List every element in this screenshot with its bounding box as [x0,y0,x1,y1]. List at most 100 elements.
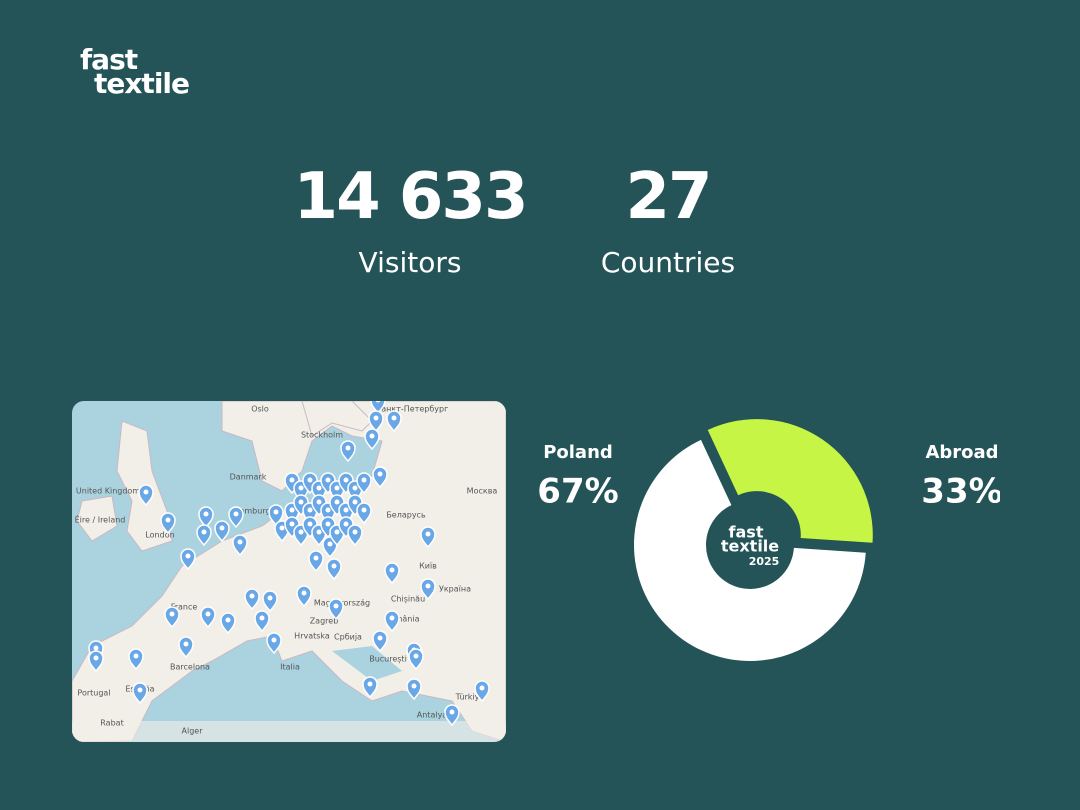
map-label: France [171,603,198,612]
map-pin-dot [389,567,395,573]
map-pin [356,502,372,525]
map-pin [386,410,402,433]
map-label: Stockholm [301,431,343,440]
map-pin-dot [316,485,322,491]
map-pin-dot [259,615,265,621]
map-pin [364,428,380,451]
map-pin-dot [449,709,455,715]
map-label: Zagreb [310,617,339,626]
map-pin-dot [331,563,337,569]
center-logo: fast [729,523,764,542]
map-pin-dot [389,615,395,621]
map-pin [128,648,144,671]
map-pin [132,682,148,705]
map-pin [420,578,436,601]
map-pin-dot [411,683,417,689]
map-pin [340,440,356,463]
map-pin [356,472,372,495]
map-pin-dot [361,477,367,483]
map-pin-dot [343,477,349,483]
map-pin [232,534,248,557]
map-pin [268,504,284,527]
map-pin-dot [377,471,383,477]
map-pin-dot [201,529,207,535]
center-logo: textile [721,537,779,556]
map-pin-dot [325,477,331,483]
map-pin [200,606,216,629]
map-pin-dot [391,415,397,421]
map-pin [420,526,436,549]
map-pin [254,610,270,633]
stat: 14 633 Visitors [280,160,540,279]
map-pin-dot [316,499,322,505]
map-pin [198,506,214,529]
map-pin-dot [137,687,143,693]
map-pin-dot [343,521,349,527]
map-pin-dot [307,477,313,483]
map-label: United Kingdom [76,487,140,496]
map-label: București [369,655,407,665]
map-pin-dot [169,611,175,617]
map-pin [372,466,388,489]
map-pin-dot [327,541,333,547]
map-pin [228,506,244,529]
map-label: Éire / Ireland [75,514,126,525]
map-label: Danmark [230,473,267,482]
map-label: Chișinău [391,595,425,605]
map-pin-dot [279,525,285,531]
map-pin [308,550,324,573]
stat-value: 27 [625,160,712,234]
map-label: Hrvatska [294,632,330,641]
map-pin-dot [289,521,295,527]
map-pin-dot [375,401,381,403]
map-pin [196,524,212,547]
logo-text: fast [80,43,138,76]
map-pin-dot [219,525,225,531]
map-pin-dot [183,641,189,647]
map-pin [160,512,176,535]
map-label: Hamburg [233,507,270,516]
map-pin-dot [249,593,255,599]
map-pin [406,678,422,701]
stat: 27 Countries [538,160,798,279]
map-pin [444,704,460,727]
donut-segment [634,439,866,661]
map-pin [138,484,154,507]
map-label: Санкт-Петербург [376,405,449,414]
map-pin [384,562,400,585]
map-pin-dot [352,529,358,535]
map-label: Alger [182,727,204,736]
map-pin-dot [233,511,239,517]
map-pin [326,558,342,581]
map-pin-dot [298,529,304,535]
map-pin-dot [334,485,340,491]
map-pin-dot [334,499,340,505]
map-pin-dot [203,511,209,517]
map-label: Türkiye [455,693,485,702]
legend-label: Abroad [925,442,998,463]
map-pin [328,598,344,621]
map-pin-dot [425,531,431,537]
map-pin [347,524,363,547]
map-pin [368,410,384,433]
map-pin [164,606,180,629]
value-label: 33% [921,472,1000,512]
map-pin-dot [373,415,379,421]
map: Oslo Stockholm Санкт-Петербург United Kingd… [72,401,506,742]
map-label: Москва [467,487,498,496]
map-pin-dot [334,529,340,535]
map-pin-dot [93,645,99,651]
map-pin [296,585,312,608]
map-pin-dot [352,485,358,491]
map-label: Portugal [77,689,110,698]
map-pin-dot [413,653,419,659]
map-pin [178,636,194,659]
map-pin-dot [333,603,339,609]
map-pin-dot [425,583,431,589]
stat-label: Visitors [358,246,462,279]
map-pin-dot [205,611,211,617]
map-pin-dot [316,529,322,535]
map-label: London [145,531,174,540]
map-pin-dot [237,539,243,545]
